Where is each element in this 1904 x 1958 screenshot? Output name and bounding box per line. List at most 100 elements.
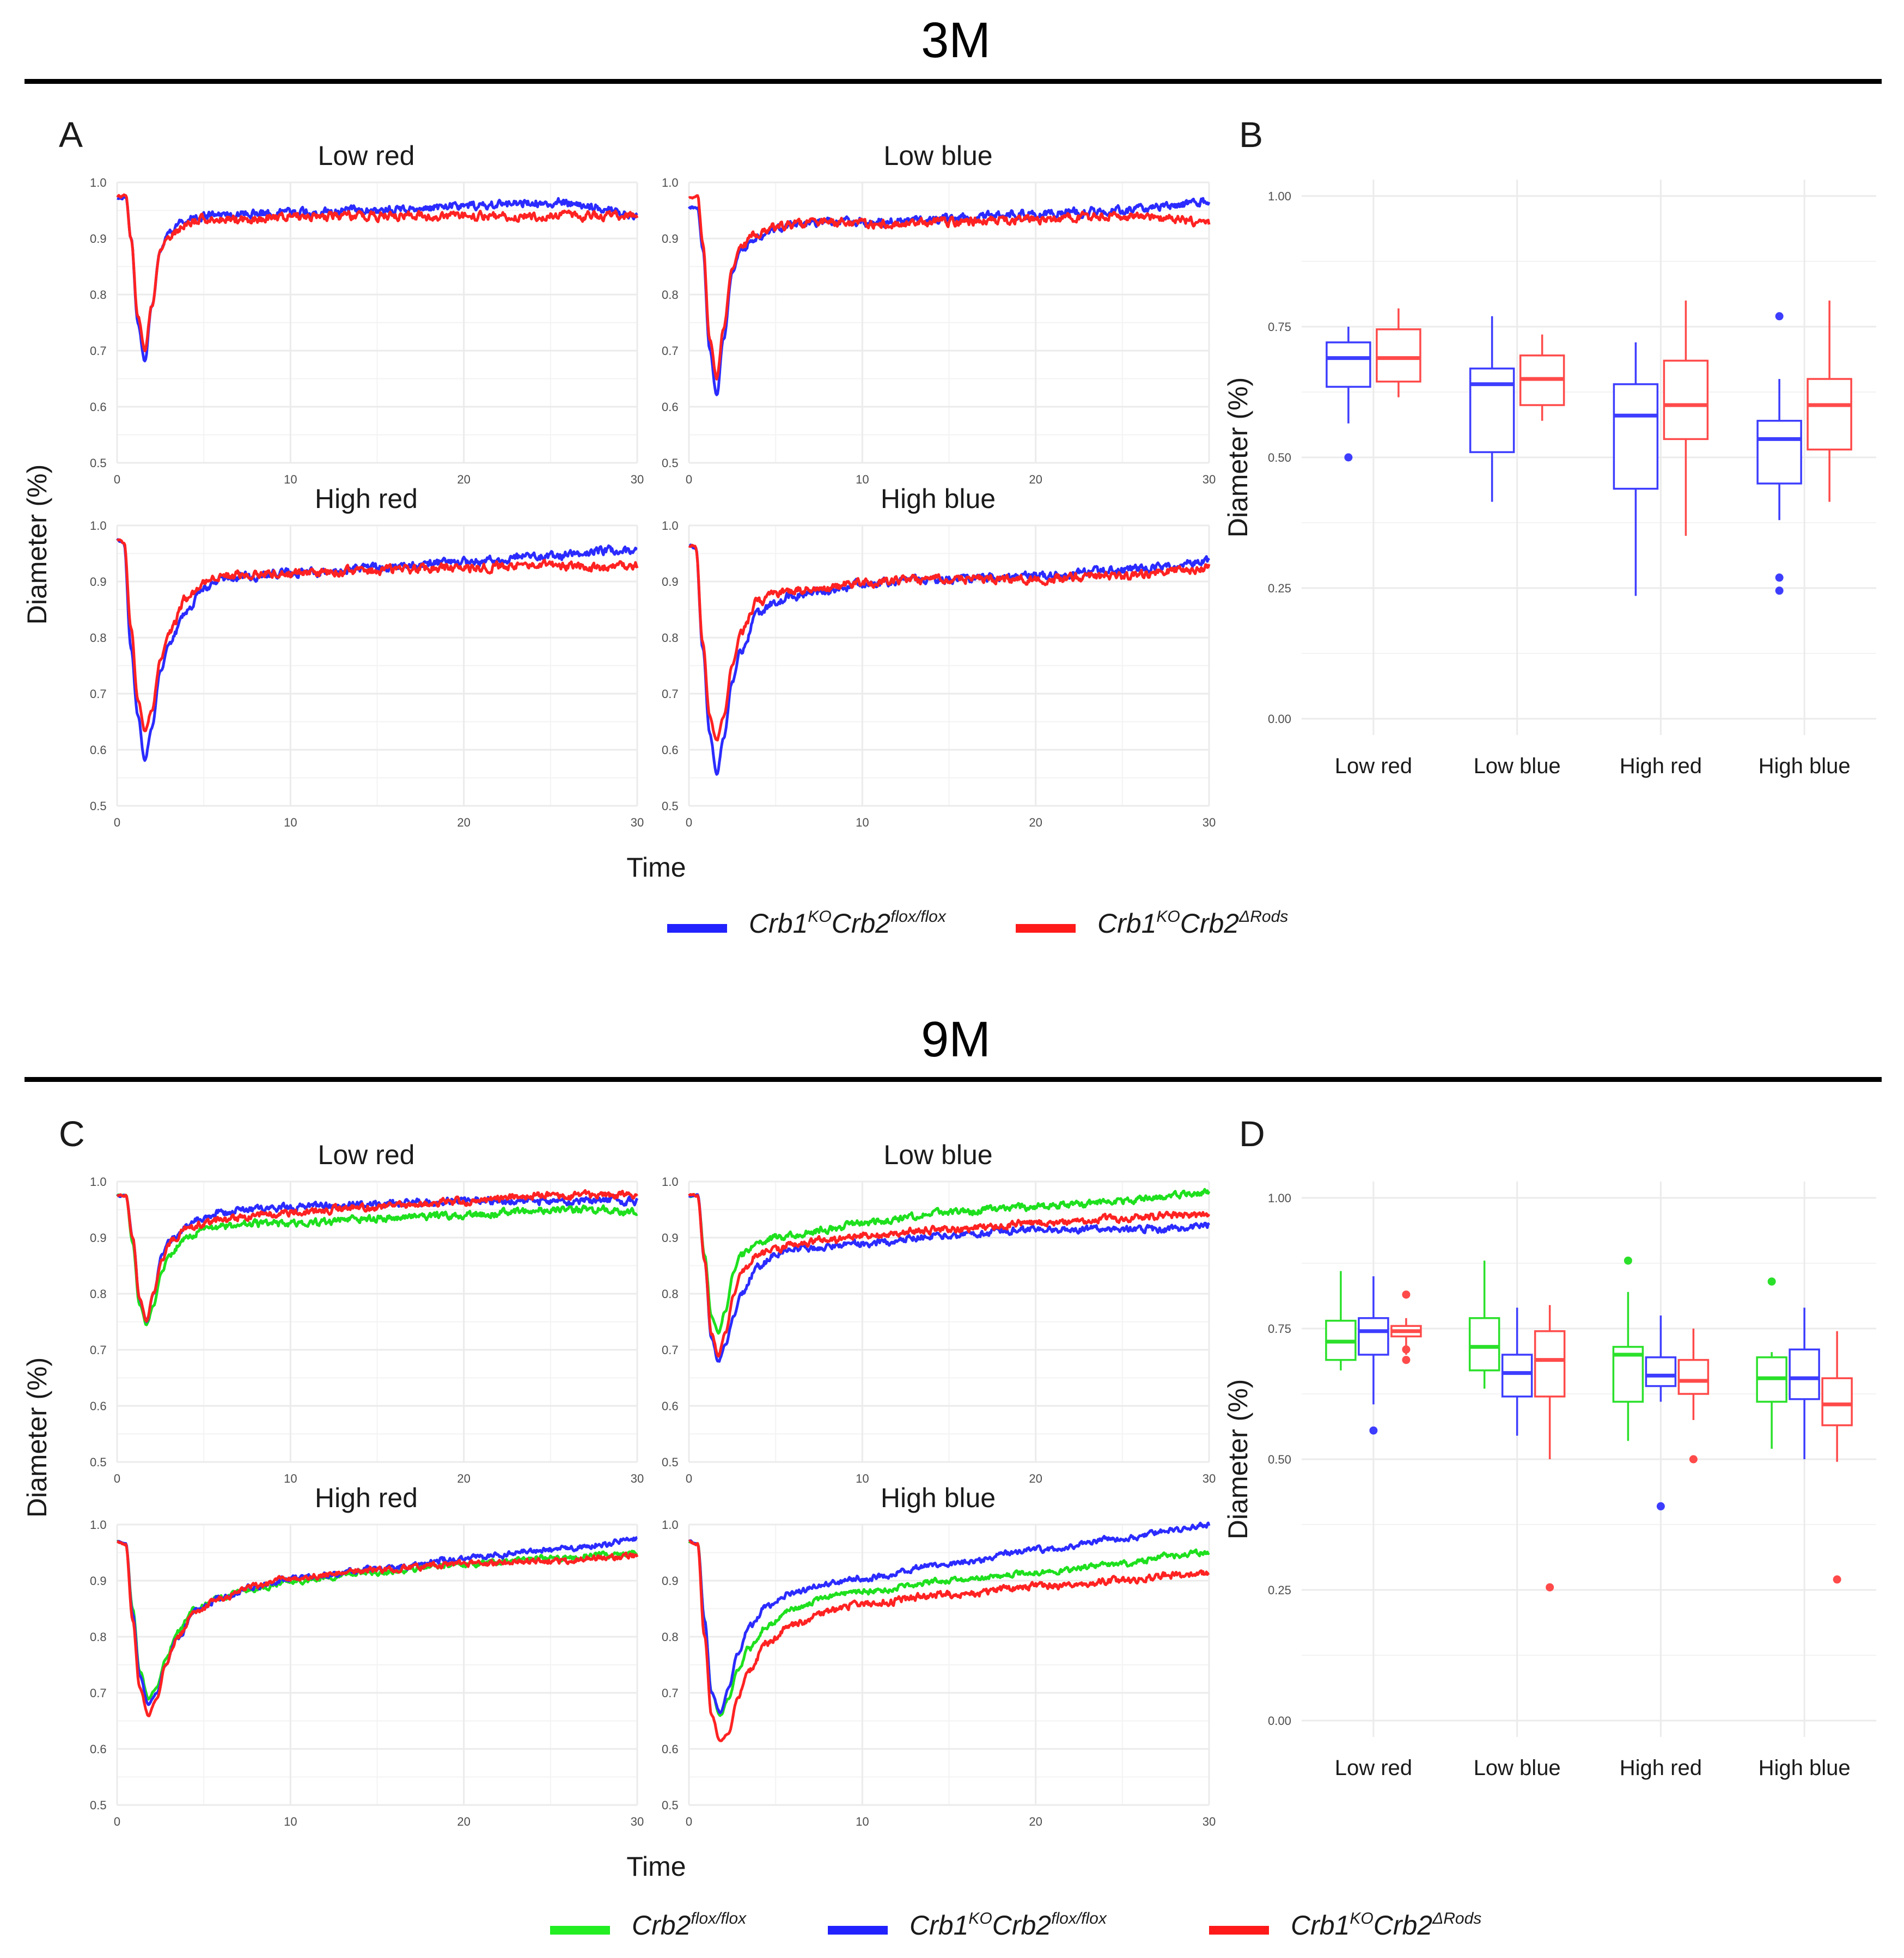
y-tick-label: 1.00 <box>1268 189 1291 203</box>
facet-a-low-red: Low red 0 10 20 30 0.5 0.6 0.7 0.8 0.9 1.0 <box>90 140 644 486</box>
box-iqr <box>1501 1354 1533 1398</box>
box-iqr <box>1645 1356 1677 1387</box>
y-tick-label: 0.5 <box>90 1798 107 1812</box>
y-tick-label: 0.9 <box>90 232 107 246</box>
box-low-red-crb1kocrb2flox-flox <box>1326 327 1371 462</box>
y-tick-label: 1.0 <box>662 1175 679 1189</box>
box-low-blue-crb1kocrb2-rods <box>1534 1305 1566 1592</box>
y-tick-label: 0.8 <box>662 631 679 645</box>
x-tick-label: 0 <box>686 1815 692 1828</box>
x-tick-label: 10 <box>284 473 297 486</box>
x-tick-label: 30 <box>631 1815 644 1828</box>
legend-label: Crb1KOCrb2flox/flox <box>749 908 947 939</box>
category-label: High blue <box>1759 1756 1851 1780</box>
x-tick-label: 0 <box>686 816 692 829</box>
y-axis-label-d: Diameter (%) <box>1223 1379 1253 1539</box>
x-tick-label: 10 <box>284 1815 297 1828</box>
x-axis-label-c: Time <box>626 1851 686 1882</box>
legend-label: Crb1KOCrb2ΔRods <box>1291 1910 1481 1941</box>
y-tick-label: 0.9 <box>90 575 107 589</box>
x-tick-label: 0 <box>114 816 120 829</box>
facet-c-low-red: Low red 0 10 20 30 0.5 0.6 0.7 0.8 0.9 1.0 <box>90 1140 644 1485</box>
x-tick-label: 10 <box>856 1815 869 1828</box>
box-low-blue-crb1kocrb2-rods <box>1519 334 1565 421</box>
facet-c-low-blue: Low blue 0 10 20 30 0.5 0.6 0.7 0.8 0.9 1.0 <box>662 1140 1216 1485</box>
y-tick-label: 0.75 <box>1268 320 1291 334</box>
x-tick-label: 30 <box>631 473 644 486</box>
y-tick-label: 0.7 <box>662 1686 679 1700</box>
box-iqr <box>1468 1317 1500 1372</box>
box-high-red-crb1kocrb2-rods <box>1663 301 1709 536</box>
legend-label: Crb1KOCrb2flox/flox <box>910 1910 1107 1941</box>
x-tick-label: 20 <box>457 1472 470 1485</box>
y-tick-label: 0.9 <box>90 1574 107 1588</box>
facet-a-high-red: High red 0 10 20 30 0.5 0.6 0.7 0.8 0.9 1.0 <box>90 484 644 829</box>
y-tick-label: 0.5 <box>662 799 679 813</box>
y-tick-label: 1.0 <box>90 176 107 189</box>
y-tick-label: 0.9 <box>662 1574 679 1588</box>
outlier-point <box>1775 586 1784 595</box>
series-line-crb1kocrb2-rods <box>688 194 1211 381</box>
x-tick-label: 0 <box>686 473 692 486</box>
box-low-red-crb1kocrb2flox-flox <box>1358 1276 1389 1435</box>
box-iqr <box>1789 1348 1820 1400</box>
box-iqr <box>1821 1377 1853 1427</box>
x-tick-label: 20 <box>457 816 470 829</box>
outlier-point <box>1624 1256 1632 1265</box>
y-tick-label: 0.5 <box>90 456 107 470</box>
y-tick-label: 0.8 <box>662 1630 679 1644</box>
y-tick-label: 0.6 <box>662 400 679 414</box>
panel-letter-c: C <box>59 1113 85 1154</box>
y-tick-label: 1.0 <box>90 1518 107 1532</box>
legend-3m: Crb1KOCrb2flox/flox Crb1KOCrb2ΔRods <box>667 908 1288 939</box>
y-axis-label-b: Diameter (%) <box>1223 377 1253 537</box>
box-iqr <box>1663 359 1709 440</box>
box-iqr <box>1756 420 1802 485</box>
y-tick-label: 0.5 <box>90 1455 107 1469</box>
legend-item: Crb1KOCrb2ΔRods <box>1016 908 1288 939</box>
outlier-point <box>1402 1356 1411 1365</box>
y-tick-label: 0.8 <box>90 631 107 645</box>
legends-layer: Crb1KOCrb2flox/flox Crb1KOCrb2ΔRodsCrb2fl… <box>550 908 1481 1941</box>
series-line-crb1kocrb2-rods <box>116 193 639 352</box>
y-tick-label: 0.50 <box>1268 451 1291 464</box>
facet-a-low-blue: Low blue 0 10 20 30 0.5 0.6 0.7 0.8 0.9 1.0 <box>662 140 1216 486</box>
facet-title: High red <box>315 1483 418 1513</box>
outlier-point <box>1775 573 1784 582</box>
legend-item: Crb1KOCrb2ΔRods <box>1209 1910 1481 1941</box>
series-line-crb2flox-flox <box>688 1540 1210 1717</box>
y-tick-label: 0.75 <box>1268 1322 1291 1336</box>
legend-swatch <box>1016 924 1076 933</box>
legend-swatch <box>550 1926 610 1935</box>
x-tick-label: 20 <box>1029 473 1042 486</box>
category-label: Low blue <box>1474 1756 1561 1780</box>
x-tick-label: 20 <box>1029 1815 1042 1828</box>
legend-item: Crb1KOCrb2flox/flox <box>828 1910 1107 1941</box>
section-divider-9m <box>25 1077 1882 1082</box>
y-tick-label: 0.5 <box>662 1798 679 1812</box>
category-label: High blue <box>1759 754 1851 778</box>
series-line-crb1kocrb2-rods <box>688 1539 1210 1742</box>
outlier-point <box>1402 1345 1411 1354</box>
box-iqr <box>1469 368 1515 454</box>
box-low-blue-crb1kocrb2flox-flox <box>1469 316 1515 502</box>
series-line-crb1kocrb2flox-flox <box>688 1521 1211 1715</box>
section-title-9m: 9M <box>921 1012 991 1067</box>
y-tick-label: 0.6 <box>90 1399 107 1413</box>
section-title-3m: 3M <box>921 13 991 68</box>
series-line-crb1kocrb2flox-flox <box>688 1193 1211 1363</box>
facet-title: High blue <box>881 1483 996 1513</box>
panel-letter-b: B <box>1239 114 1263 155</box>
facet-title: Low blue <box>883 1140 992 1170</box>
y-tick-label: 0.6 <box>90 1742 107 1756</box>
charts-layer: A Diameter (%) Time Low red 0 10 20 30 0.5 0.6 0.7… <box>22 114 1876 1882</box>
facet-c-high-red: High red 0 10 20 30 0.5 0.6 0.7 0.8 0.9 1.0 <box>90 1483 644 1828</box>
outlier-point <box>1775 312 1784 321</box>
box-iqr <box>1534 1330 1566 1398</box>
series-line-crb1kocrb2-rods <box>116 538 639 732</box>
x-tick-label: 10 <box>284 816 297 829</box>
box-high-blue-crb1kocrb2-rods <box>1821 1331 1853 1584</box>
facet-title: Low blue <box>883 140 992 171</box>
category-label: High red <box>1620 1756 1702 1780</box>
